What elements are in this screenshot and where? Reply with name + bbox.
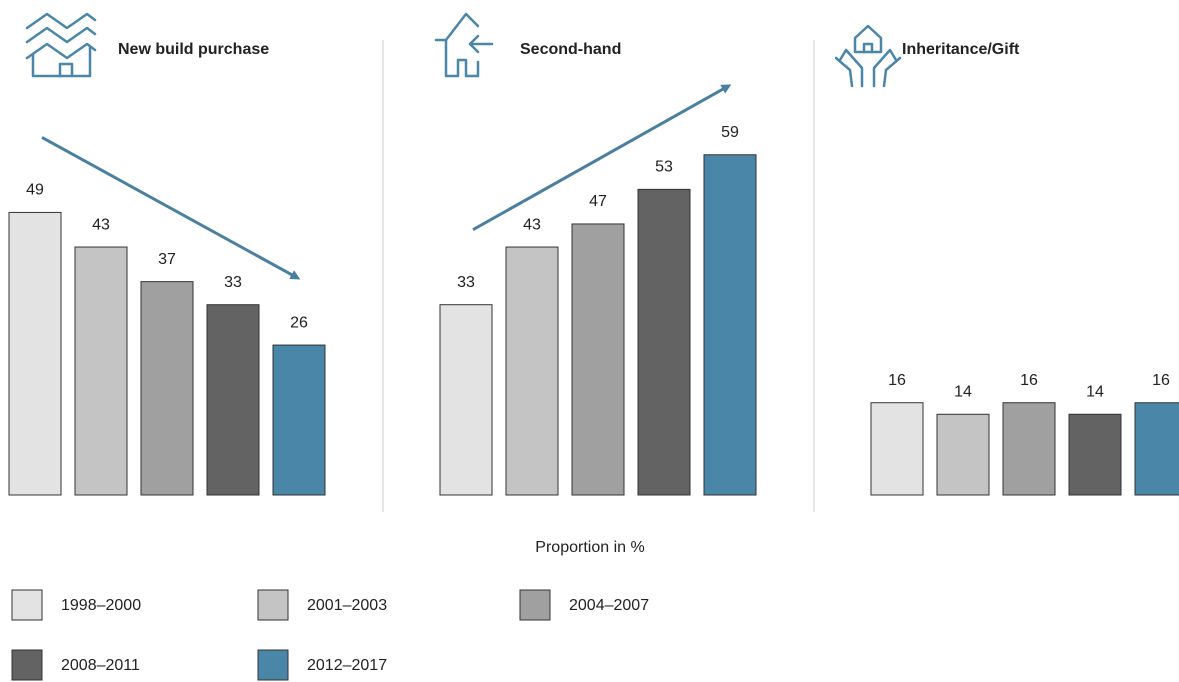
bar [272,344,326,496]
legend-swatch [11,589,43,621]
bar [1068,413,1122,496]
panel-title: Inheritance/Gift [902,41,1020,58]
value-label: 43 [523,216,541,233]
value-label: 16 [888,372,906,389]
bar [1134,402,1179,496]
panel-title: Second-hand [520,41,621,58]
value-label: 49 [26,182,44,199]
legend-swatch [519,589,551,621]
value-label: 33 [457,274,475,291]
bar [936,413,990,496]
bar [505,246,559,496]
legend-label: 2004–2007 [569,597,649,614]
value-label: 14 [1086,383,1104,400]
legend-label: 1998–2000 [61,597,141,614]
bar [1002,402,1056,496]
legend-label: 2001–2003 [307,597,387,614]
second-hand-icon [434,12,494,78]
value-label: 47 [589,193,607,210]
bar [8,211,62,496]
value-label: 26 [290,314,308,331]
bar [703,154,757,496]
axis-label: Proportion in % [535,539,644,556]
value-label: 43 [92,216,110,233]
legend-swatch [257,589,289,621]
bar [140,281,194,496]
value-label: 16 [1152,372,1170,389]
bar [870,402,924,496]
value-label: 14 [954,383,972,400]
new-build-icon [25,12,97,78]
bar [637,188,691,496]
value-label: 16 [1020,372,1038,389]
bar [571,223,625,496]
legend-swatch [257,649,289,681]
inheritance-icon [834,24,902,88]
value-label: 37 [158,251,176,268]
legend-swatch [11,649,43,681]
value-label: 59 [721,124,739,141]
panel-title: New build purchase [118,41,269,58]
legend-label: 2008–2011 [61,657,140,674]
value-label: 53 [655,159,673,176]
value-label: 33 [224,274,242,291]
bar [439,304,493,496]
trend-arrow [472,84,732,232]
trend-arrow [41,136,301,280]
bar [74,246,128,496]
legend-label: 2012–2017 [307,657,387,674]
bar [206,304,260,496]
